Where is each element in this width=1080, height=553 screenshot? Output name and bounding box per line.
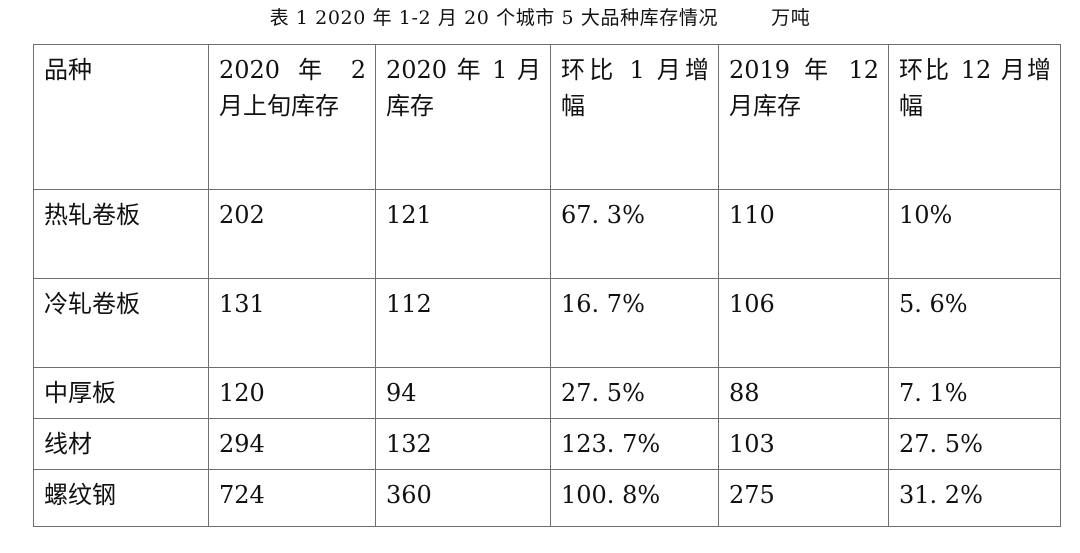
table-row: 中厚板 120 94 27. 5% 88 7. 1%: [33, 367, 1061, 419]
cell-mom-vs-jan: 67. 3%: [550, 189, 719, 279]
cell-feb-early-2020: 131: [208, 278, 376, 368]
cell-dec-2019: 88: [718, 367, 889, 419]
cell-jan-2020: 121: [375, 189, 551, 279]
table-header-row: 品种 2020 年 2 月上旬库存 2020 年 1 月库存 环比 1 月增幅 …: [33, 44, 1061, 190]
cell-variety: 热轧卷板: [33, 189, 209, 279]
cell-jan-2020: 360: [375, 469, 551, 527]
cell-dec-2019: 103: [718, 418, 889, 470]
cell-jan-2020: 112: [375, 278, 551, 368]
cell-feb-early-2020: 120: [208, 367, 376, 419]
cell-dec-2019: 106: [718, 278, 889, 368]
column-header-dec-2019-label: 2019 年 12 月库存: [729, 56, 879, 120]
table-row: 螺纹钢 724 360 100. 8% 275 31. 2%: [33, 469, 1061, 527]
column-header-variety-label: 品种: [44, 56, 92, 84]
column-header-jan-2020-label: 2020 年 1 月库存: [386, 56, 541, 120]
column-header-mom-vs-jan-label: 环比 1 月增幅: [561, 56, 709, 120]
cell-dec-2019: 275: [718, 469, 889, 527]
cell-mom-vs-dec: 31. 2%: [888, 469, 1061, 527]
cell-variety: 冷轧卷板: [33, 278, 209, 368]
cell-feb-early-2020: 202: [208, 189, 376, 279]
cell-variety: 线材: [33, 418, 209, 470]
column-header-feb-early-2020: 2020 年 2 月上旬库存: [208, 44, 376, 190]
cell-dec-2019: 110: [718, 189, 889, 279]
cell-mom-vs-jan: 27. 5%: [550, 367, 719, 419]
column-header-mom-vs-dec: 环比 12 月增幅: [888, 44, 1061, 190]
column-header-feb-early-2020-label: 2020 年 2 月上旬库存: [219, 56, 366, 120]
cell-mom-vs-jan: 100. 8%: [550, 469, 719, 527]
column-header-dec-2019: 2019 年 12 月库存: [718, 44, 889, 190]
table-row: 热轧卷板 202 121 67. 3% 110 10%: [33, 189, 1061, 279]
cell-variety: 中厚板: [33, 367, 209, 419]
cell-mom-vs-dec: 5. 6%: [888, 278, 1061, 368]
cell-feb-early-2020: 294: [208, 418, 376, 470]
cell-feb-early-2020: 724: [208, 469, 376, 527]
cell-jan-2020: 132: [375, 418, 551, 470]
column-header-mom-vs-dec-label: 环比 12 月增幅: [899, 56, 1051, 120]
table-row: 线材 294 132 123. 7% 103 27. 5%: [33, 418, 1061, 470]
cell-mom-vs-dec: 27. 5%: [888, 418, 1061, 470]
cell-mom-vs-jan: 16. 7%: [550, 278, 719, 368]
cell-jan-2020: 94: [375, 367, 551, 419]
column-header-jan-2020: 2020 年 1 月库存: [375, 44, 551, 190]
cell-mom-vs-dec: 10%: [888, 189, 1061, 279]
inventory-table-container: 品种 2020 年 2 月上旬库存 2020 年 1 月库存 环比 1 月增幅 …: [33, 44, 1061, 527]
column-header-mom-vs-jan: 环比 1 月增幅: [550, 44, 719, 190]
cell-variety: 螺纹钢: [33, 469, 209, 527]
table-caption-text: 表 1 2020 年 1-2 月 20 个城市 5 大品种库存情况 万吨: [269, 7, 811, 29]
table-row: 冷轧卷板 131 112 16. 7% 106 5. 6%: [33, 278, 1061, 368]
cell-mom-vs-dec: 7. 1%: [888, 367, 1061, 419]
inventory-table: 品种 2020 年 2 月上旬库存 2020 年 1 月库存 环比 1 月增幅 …: [33, 44, 1061, 527]
cell-mom-vs-jan: 123. 7%: [550, 418, 719, 470]
column-header-variety: 品种: [33, 44, 209, 190]
table-caption: 表 1 2020 年 1-2 月 20 个城市 5 大品种库存情况 万吨: [0, 6, 1080, 30]
